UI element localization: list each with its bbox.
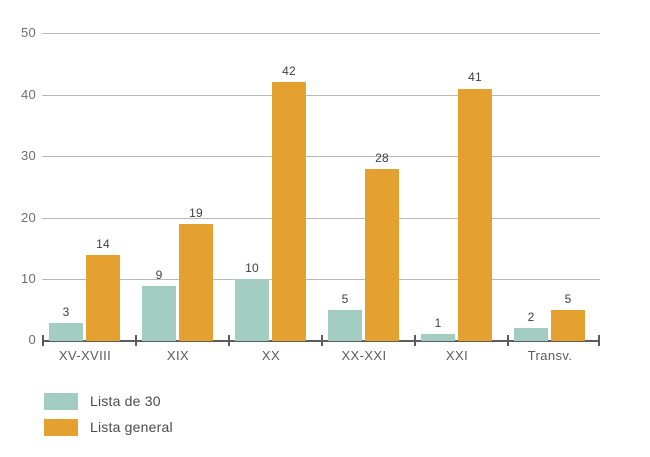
legend-swatch-teal-icon — [44, 392, 78, 410]
axis-tick-5 — [507, 335, 509, 346]
axis-tick-start — [42, 335, 44, 346]
bar-lista-general-xx-xxi[interactable] — [365, 169, 399, 341]
gridline-30 — [42, 156, 600, 157]
ytick-label-10: 10 — [20, 271, 36, 286]
bar-lista-de-30-xx-xxi[interactable] — [328, 310, 362, 341]
bar-lista-general-xv-xviii[interactable] — [86, 255, 120, 341]
ytick-label-40: 40 — [20, 87, 36, 102]
category-label-xv-xviii: XV-XVIII — [58, 348, 112, 363]
bar-value-label: 28 — [375, 151, 389, 165]
bar-value-label: 42 — [282, 64, 296, 78]
gridline-20 — [42, 218, 600, 219]
axis-tick-4 — [414, 335, 416, 346]
bar-value-label: 19 — [189, 206, 203, 220]
bar-lista-general-xix[interactable] — [179, 224, 213, 341]
legend-item-lista-general[interactable]: Lista general — [44, 416, 173, 438]
axis-tick-1 — [135, 335, 137, 346]
bar-value-label: 3 — [62, 305, 70, 319]
ytick-label-50: 50 — [20, 25, 36, 40]
bar-lista-general-xxi[interactable] — [458, 89, 492, 341]
category-label-xx-xxi: XX-XXI — [341, 348, 387, 363]
category-label-xx: XX — [261, 348, 281, 363]
bar-lista-de-30-xxi[interactable] — [421, 334, 455, 341]
bar-value-label: 10 — [245, 261, 259, 275]
axis-tick-2 — [228, 335, 230, 346]
category-label-xix: XIX — [166, 348, 190, 363]
bar-lista-de-30-xix[interactable] — [142, 286, 176, 341]
bar-lista-de-30-transv[interactable] — [514, 328, 548, 341]
chart-legend: Lista de 30 Lista general — [44, 390, 173, 442]
gridline-10 — [42, 279, 600, 280]
legend-label: Lista general — [90, 419, 173, 435]
gridline-40 — [42, 95, 600, 96]
bar-value-label: 1 — [434, 316, 442, 330]
bar-lista-general-transv[interactable] — [551, 310, 585, 341]
bar-value-label: 14 — [96, 237, 110, 251]
legend-swatch-orange-icon — [44, 418, 78, 436]
bar-lista-de-30-xv-xviii[interactable] — [49, 323, 83, 341]
bar-lista-de-30-xx[interactable] — [235, 279, 269, 341]
bar-lista-general-xx[interactable] — [272, 82, 306, 341]
axis-tick-3 — [321, 335, 323, 346]
bar-value-label: 5 — [341, 292, 349, 306]
ytick-label-20: 20 — [20, 210, 36, 225]
gridline-50 — [42, 33, 600, 34]
ytick-label-0: 0 — [28, 332, 36, 347]
bar-value-label: 9 — [155, 268, 163, 282]
legend-label: Lista de 30 — [90, 393, 161, 409]
bar-value-label: 41 — [468, 70, 482, 84]
legend-item-lista-de-30[interactable]: Lista de 30 — [44, 390, 173, 412]
bar-value-label: 2 — [527, 310, 535, 324]
ytick-label-30: 30 — [20, 148, 36, 163]
axis-tick-end — [598, 335, 600, 346]
category-label-transv: Transv. — [527, 348, 573, 363]
bar-value-label: 5 — [564, 292, 572, 306]
category-label-xxi: XXI — [445, 348, 469, 363]
